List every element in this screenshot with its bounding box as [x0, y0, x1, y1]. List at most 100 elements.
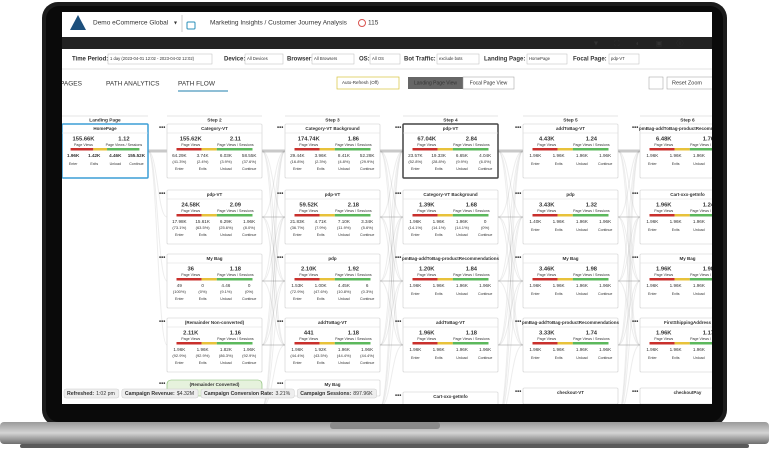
alert-count[interactable]: 115 — [368, 20, 379, 27]
flow-node[interactable]: ••• pmBag-addToBag-productRecommendations… — [632, 123, 736, 179]
filter-select[interactable] — [369, 53, 401, 65]
flow-node[interactable]: ••• pdp 3.43K 1.32 Page Views Page Views / Se… — [515, 189, 619, 245]
flow-node[interactable]: ••• My Bag 3.46K 1.98 Page Views Page Views /… — [515, 253, 619, 309]
filter-select[interactable] — [244, 53, 284, 65]
stat-label: Unload — [338, 297, 349, 301]
tab[interactable]: PAGES — [60, 81, 83, 88]
view-btn-text: Landing Page View — [414, 80, 457, 86]
node-stat: 1.96K — [456, 347, 469, 352]
stat-label: Unload — [220, 167, 231, 171]
node-card — [284, 253, 381, 309]
node-card — [402, 317, 499, 373]
node-bar — [532, 278, 558, 281]
node-pct: (72.9%) — [290, 289, 305, 294]
toolbar-icon[interactable]: ⓘ — [677, 39, 684, 47]
node-bar — [674, 278, 690, 281]
flow-node[interactable]: ••• Category-VT 155.62K 2.11 Page Views Page … — [159, 123, 263, 179]
flow-node[interactable]: ••• (Remainder Non-converted)2.11K 1.16Pag… — [159, 317, 263, 373]
views-label: Page Views — [417, 273, 436, 277]
node-stat: 1.96K — [67, 153, 80, 158]
ratio-label: Page Views / Sessions — [690, 209, 727, 213]
node-bar — [689, 148, 712, 151]
node-bar — [557, 148, 573, 151]
node-menu: ••• — [159, 192, 165, 198]
filter-value: All OS — [372, 56, 384, 61]
node-bar — [649, 148, 675, 151]
ratio-label: Page Views / Sessions — [573, 273, 610, 277]
node-title: FirstShippingAddress — [664, 320, 712, 325]
flow-link — [621, 216, 641, 404]
flow-node[interactable]: ••• addToBag-VT 1.96K 1.18 Page Views Page Vi… — [395, 317, 499, 373]
flow-node[interactable]: ••• pdp 2.10K 1.92 Page Views Page Views / Se… — [277, 253, 381, 309]
flow-link — [617, 150, 641, 282]
stat-label: Enter — [69, 162, 78, 166]
view-btn[interactable] — [462, 76, 515, 90]
node-stat: 1.96K — [576, 153, 589, 158]
stat-label: Continue — [598, 162, 612, 166]
filter-select[interactable] — [107, 53, 213, 65]
tab[interactable]: PATH FLOW — [178, 81, 216, 88]
flow-link — [497, 150, 524, 282]
node-menu: ••• — [515, 256, 521, 262]
node-menu: ••• — [159, 320, 165, 326]
ratio-label: Page Views / Sessions — [106, 143, 143, 147]
stat-label: Enter — [293, 167, 302, 171]
node-card — [62, 123, 149, 179]
node-bar — [216, 148, 253, 151]
flow-node[interactable]: ••• pmBag-addToBag-productRecommendations… — [515, 317, 619, 373]
stat-label: Unload — [693, 356, 704, 360]
node-stat: 19.33K — [431, 153, 446, 158]
zoom-icon[interactable] — [648, 76, 664, 90]
node-bar — [452, 148, 489, 151]
node-pct: (0.3%) — [361, 289, 373, 294]
toolbar-icon[interactable]: ⛶ — [615, 39, 620, 47]
reset-btn[interactable] — [666, 76, 717, 90]
node-title: HomePage — [93, 126, 117, 131]
flow-node[interactable]: HomePage 155.66K 1.12 Page Views Page Views … — [62, 123, 149, 179]
step-title: Step 6 — [680, 117, 695, 123]
node-pct: (47.6%) — [314, 289, 329, 294]
node-bar — [319, 278, 335, 281]
flow-node[interactable]: ••• addToBag-VT 4.43K 1.24 Page Views Page Vi… — [515, 123, 619, 179]
flow-link — [261, 216, 286, 282]
filter-select[interactable] — [526, 53, 568, 65]
toolbar-icon[interactable]: ▣ — [656, 40, 663, 47]
flow-node[interactable]: ••• pdp-VT 59.52K 2.18 Page Views Page Views … — [277, 189, 381, 245]
flow-node[interactable]: ••• checkout-VT — [515, 387, 619, 404]
flow-node[interactable]: ••• checkoutPay — [632, 387, 735, 404]
tab[interactable]: PATH ANALYTICS — [106, 81, 160, 88]
filter-label: OS: — [359, 57, 370, 63]
flow-node[interactable]: ••• My Bag 36 1.18 Page Views Page Views / Se… — [159, 253, 263, 309]
toolbar-icon[interactable]: ◐ — [636, 40, 640, 47]
node-title: addToBag-VT — [436, 320, 465, 325]
filter-select[interactable] — [436, 53, 480, 65]
flow-node[interactable]: ••• Cart-xxx-getInfo — [395, 391, 499, 408]
node-menu: ••• — [395, 192, 401, 198]
node-ratio: 1.32 — [586, 203, 597, 209]
view-btn[interactable] — [408, 77, 463, 89]
toolbar-icon[interactable]: ▼ — [593, 40, 600, 47]
flow-node[interactable]: ••• My Bag 1.96K 1.98 Page Views Page Views /… — [632, 253, 735, 309]
node-bar — [452, 278, 489, 281]
views-label: Page Views — [537, 337, 556, 341]
node-pct: (44.4%) — [337, 353, 352, 358]
status-pill — [200, 388, 295, 399]
stat-label: Exits — [199, 297, 207, 301]
node-bar — [216, 214, 253, 217]
flow-node[interactable]: ••• pdp-VT 24.58K 2.09 Page Views Page Views … — [159, 189, 263, 245]
filter-select[interactable] — [608, 53, 640, 65]
refresh-select[interactable] — [336, 76, 400, 90]
node-title: pdp-VT — [443, 126, 459, 131]
org-name[interactable]: Demo eCommerce Global — [93, 20, 169, 27]
node-bar — [201, 214, 217, 217]
flow-node[interactable]: ••• addToBag-VT 441 1.18 Page Views Page View… — [277, 317, 381, 373]
filter-select[interactable] — [311, 53, 355, 65]
flow-link — [497, 216, 524, 346]
flow-node[interactable]: ••• Cart-xxx-getInfo 1.96K 1.24 Page Views Pa… — [632, 189, 735, 245]
node-stat: 1.82K — [220, 347, 233, 352]
flow-node[interactable]: ••• pmBag-addToBag-productRecommendations… — [395, 253, 499, 309]
flow-node[interactable]: ••• pdp-VT 67.04K 2.84 Page Views Page Views … — [395, 123, 499, 179]
